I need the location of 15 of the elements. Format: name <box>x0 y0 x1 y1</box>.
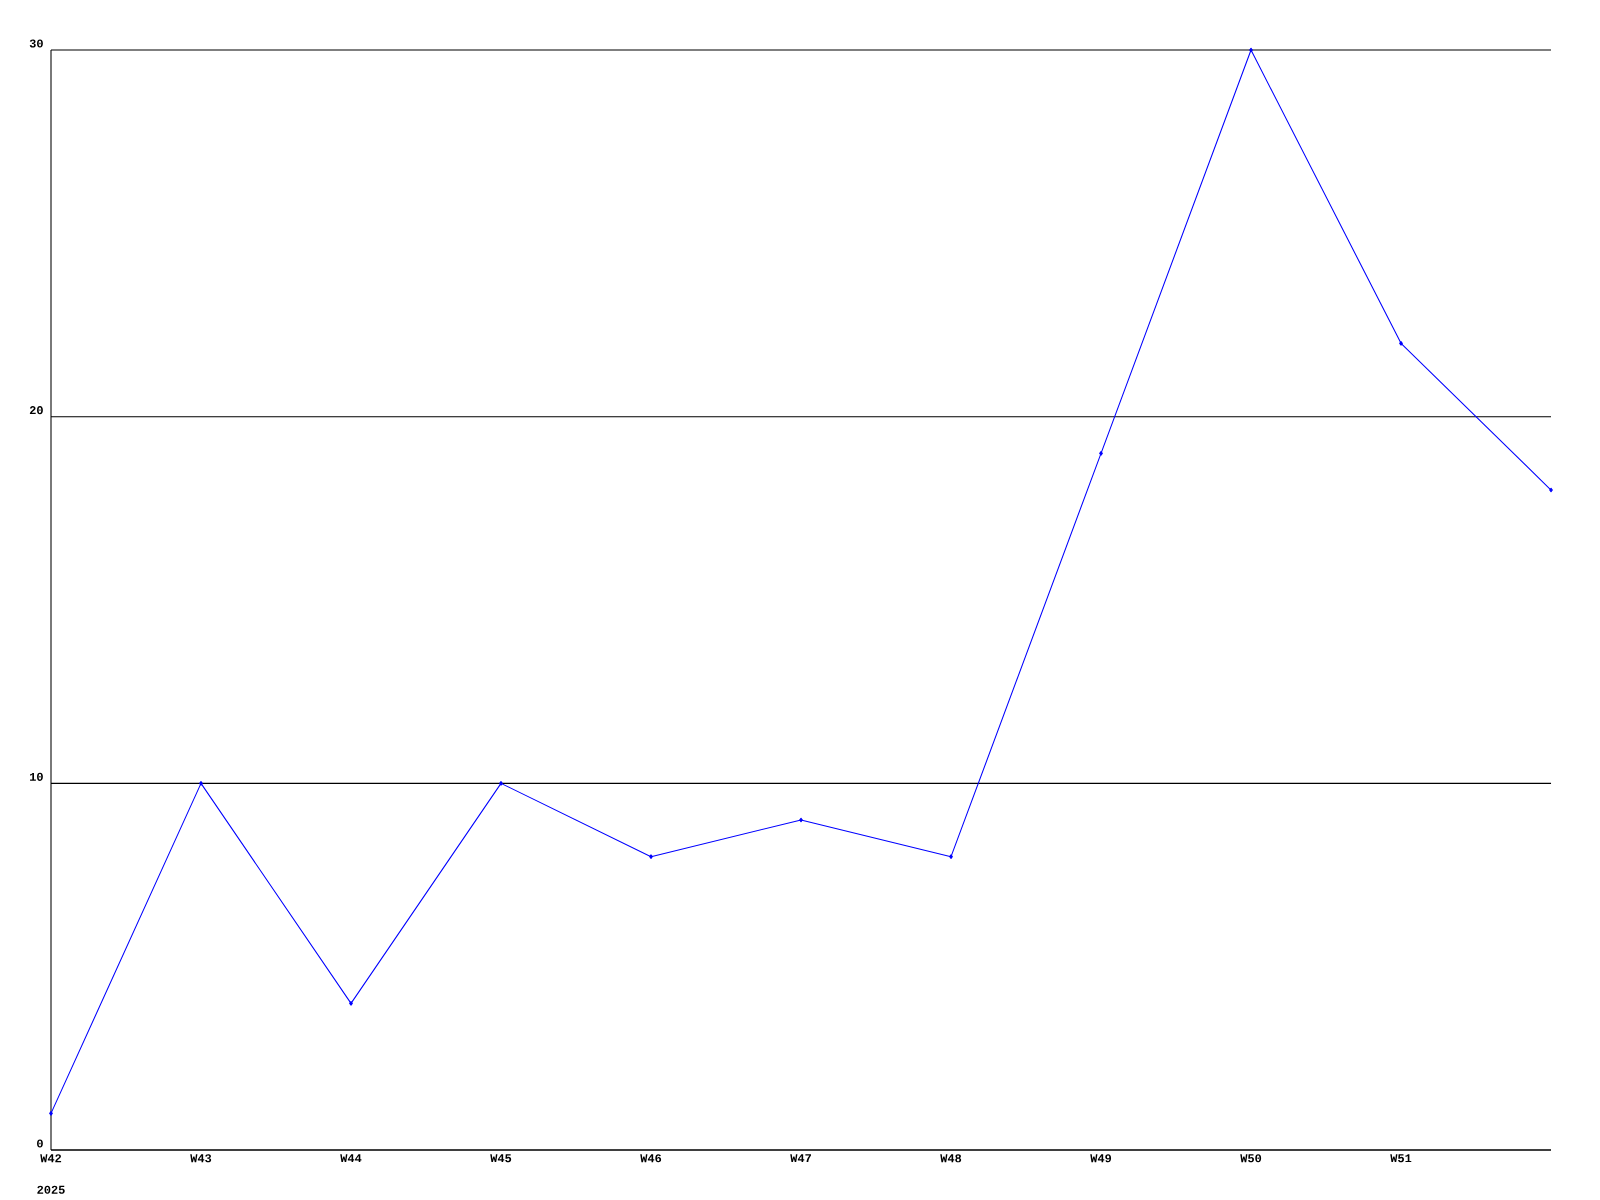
x-tick-label: W45 <box>490 1154 512 1163</box>
text: 2025 <box>37 1185 65 1194</box>
x-tick-label: W50 <box>1240 1154 1262 1163</box>
y-tick-label: 10 <box>30 772 43 781</box>
x-tick-label: W44 <box>340 1154 362 1163</box>
x-tick-label: W48 <box>940 1154 962 1163</box>
y-tick-label: 20 <box>29 406 43 415</box>
y-tick-label: 30 <box>29 39 43 48</box>
y-tick-label: 0 <box>37 1139 43 1148</box>
x-tick-label: W42 <box>40 1154 62 1163</box>
x-tick-label: W51 <box>1390 1154 1412 1163</box>
x-tick-label: W47 <box>790 1154 811 1163</box>
x-tick-label: W49 <box>1090 1154 1112 1163</box>
x-tick-label: W43 <box>190 1154 212 1163</box>
x-tick-label: W46 <box>640 1154 662 1163</box>
